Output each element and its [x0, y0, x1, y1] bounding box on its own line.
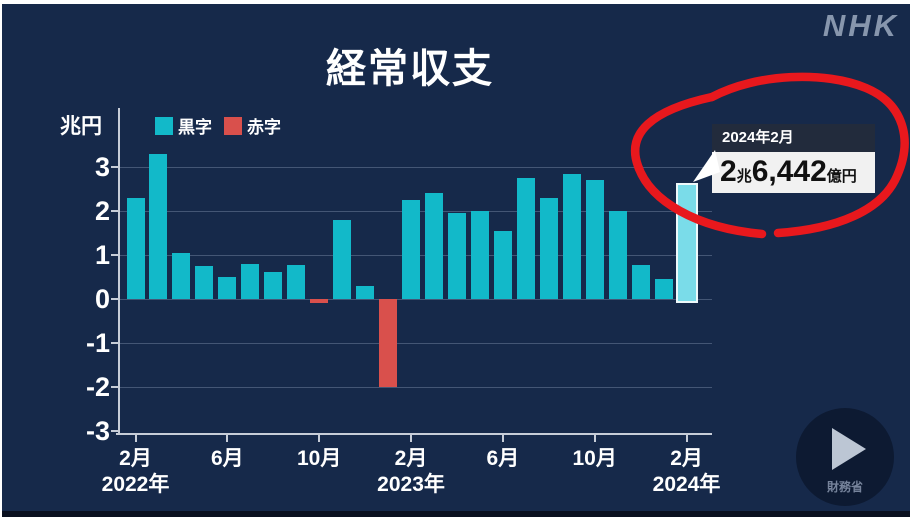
surplus-bar: [195, 266, 214, 299]
x-axis-year-label: 2023年: [377, 473, 445, 496]
y-axis-tick: [111, 166, 118, 168]
chart-legend: 黒字 赤字: [155, 113, 281, 138]
x-axis-month-label: 2月: [394, 447, 428, 470]
y-axis-tick: [111, 210, 118, 212]
surplus-bar: [402, 200, 421, 299]
y-axis-tick: [111, 254, 118, 256]
play-button[interactable]: 財務省: [796, 408, 894, 506]
x-axis-month-label: 10月: [296, 447, 342, 470]
y-axis-tick-label: -3: [85, 416, 110, 446]
surplus-bar: [539, 197, 558, 299]
surplus-bar: [333, 219, 352, 299]
deficit-color-swatch: [224, 116, 242, 135]
nhk-logo: NHK: [822, 8, 899, 43]
chart-title: 経常収支: [326, 47, 494, 91]
surplus-bar: [126, 197, 145, 299]
source-attribution: 財務省: [826, 480, 863, 494]
x-axis-tick: [685, 435, 688, 442]
x-axis-tick: [593, 435, 596, 442]
surplus-bar: [608, 211, 627, 299]
gridline: [118, 343, 712, 344]
callout-value-cho-num: 2: [720, 155, 737, 188]
x-axis-tick: [134, 435, 137, 442]
y-axis-tick-label: 2: [94, 196, 110, 226]
y-axis-tick-label: 1: [94, 240, 110, 270]
surplus-bar: [562, 173, 581, 299]
x-axis-month-label: 2月: [119, 447, 152, 470]
x-axis-tick: [410, 435, 413, 442]
y-axis-line: [118, 108, 120, 433]
highlighted-bar: [675, 182, 698, 303]
y-axis-unit-label: 兆円: [60, 115, 102, 138]
legend-label-surplus: 黒字: [178, 118, 212, 137]
legend-item-deficit: 赤字: [224, 113, 281, 138]
surplus-bar: [218, 277, 237, 299]
x-axis-tick: [226, 435, 229, 442]
x-axis-month-label: 6月: [486, 447, 520, 470]
y-axis-tick-label: -1: [85, 328, 110, 358]
callout-value-oku-num: 6,442: [751, 155, 827, 188]
surplus-bar: [424, 193, 443, 299]
surplus-bar: [470, 211, 489, 299]
bottom-strip: [0, 511, 913, 517]
legend-label-deficit: 赤字: [247, 118, 281, 137]
surplus-bar: [241, 263, 260, 299]
deficit-bar: [310, 299, 329, 303]
surplus-bar: [172, 252, 191, 299]
gridline: [118, 299, 712, 300]
x-axis-month-label: 10月: [572, 447, 617, 470]
surplus-bar: [149, 153, 168, 299]
x-axis-year-label: 2022年: [101, 473, 170, 496]
gridline: [118, 387, 712, 388]
surplus-bar: [654, 279, 673, 299]
y-axis-tick: [111, 298, 118, 300]
x-axis-month-label: 6月: [210, 447, 244, 470]
screenshot-edge: [0, 0, 2, 517]
screenshot-edge: [0, 0, 913, 4]
callout-value-cho-unit: 兆: [736, 168, 752, 185]
x-axis-month-label: 2月: [670, 447, 703, 470]
deficit-bar: [379, 299, 398, 387]
y-axis-tick: [111, 342, 118, 344]
callout-value-oku-unit: 億円: [826, 168, 857, 185]
callout-date: 2024年2月: [712, 124, 875, 152]
screenshot-edge: [910, 0, 913, 517]
x-axis-tick: [318, 435, 321, 442]
surplus-bar: [493, 230, 512, 299]
surplus-bar: [264, 271, 283, 299]
play-icon: [832, 428, 866, 470]
y-axis-tick-label: -2: [85, 372, 110, 402]
y-axis-tick-label: 0: [94, 284, 110, 314]
surplus-bar: [356, 285, 375, 299]
y-axis-tick: [111, 430, 118, 432]
callout-value: 2 兆 6,442 億円: [712, 152, 875, 193]
data-callout: 2024年2月 2 兆 6,442 億円: [712, 124, 875, 193]
x-axis-tick: [501, 435, 504, 442]
x-axis-line: [116, 433, 712, 435]
surplus-bar: [631, 264, 650, 299]
legend-item-surplus: 黒字: [155, 113, 212, 138]
y-axis-tick-label: 3: [94, 152, 110, 182]
surplus-bar: [447, 213, 466, 299]
surplus-bar: [516, 178, 535, 299]
y-axis-tick: [111, 386, 118, 388]
gridline: [118, 167, 712, 168]
x-axis-year-label: 2024年: [652, 473, 721, 496]
surplus-bar: [287, 264, 306, 299]
surplus-color-swatch: [155, 116, 173, 135]
surplus-bar: [585, 180, 604, 299]
